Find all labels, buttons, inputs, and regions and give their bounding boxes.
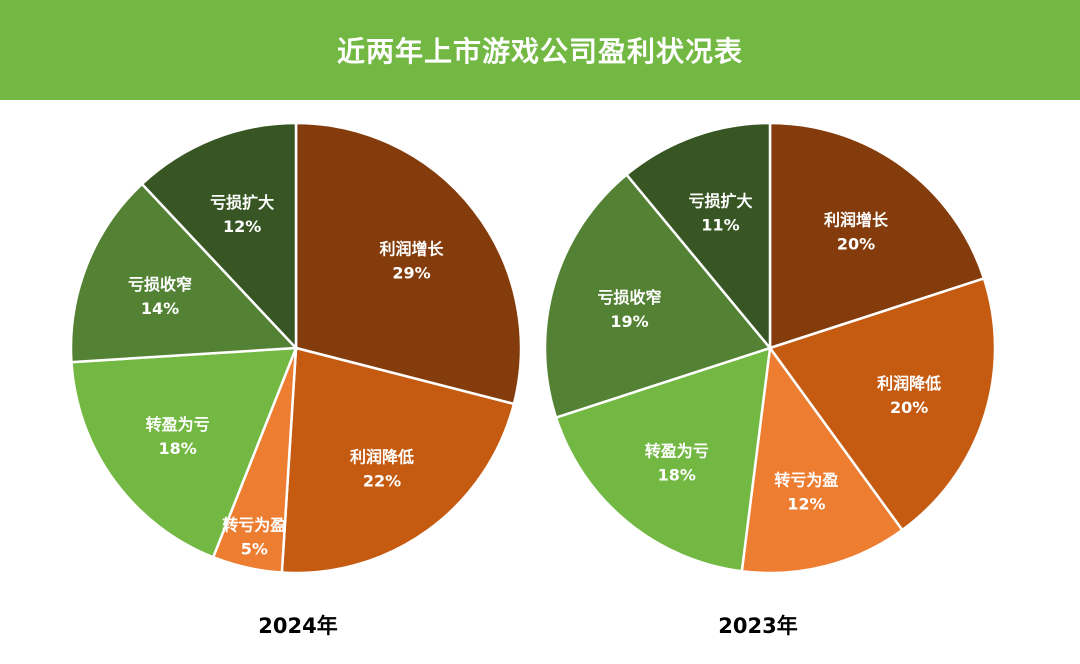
- slice-category-label: 亏损收窄: [598, 288, 662, 307]
- slice-category-label: 利润降低: [350, 447, 414, 466]
- slice-value-label: 20%: [890, 398, 928, 417]
- slice-category-label: 利润增长: [824, 211, 889, 230]
- pie-1: 利润增长 20% 利润降低 20% 转亏为盈 12% 转盈为亏 18% 亏损收窄 19% 亏损扩大 1…: [543, 121, 997, 575]
- pie-slice: [70, 346, 298, 559]
- slice-value-label: 12%: [223, 217, 261, 236]
- slice-value-label: 12%: [787, 495, 825, 514]
- slice-value-label: 11%: [701, 215, 739, 234]
- pie-slice: [140, 121, 298, 352]
- pie-slice: [624, 121, 772, 352]
- slice-value-label: 29%: [392, 263, 430, 282]
- pie-slice: [767, 276, 997, 532]
- pie-title-2024: 2024年: [258, 614, 338, 638]
- pie-slice: [69, 182, 299, 364]
- slice-category-label: 亏损扩大: [210, 193, 274, 212]
- slice-category-label: 亏损收窄: [128, 275, 192, 294]
- slice-value-label: 18%: [159, 439, 197, 458]
- slice-category-label: 利润增长: [380, 239, 445, 258]
- slice-category-label: 转盈为亏: [146, 415, 210, 434]
- pie-slice: [768, 121, 986, 350]
- slice-category-label: 转亏为盈: [222, 516, 286, 535]
- pie-slice: [280, 346, 516, 575]
- slice-value-label: 18%: [658, 466, 696, 485]
- pie-slice: [294, 121, 523, 406]
- slice-value-label: 19%: [610, 312, 648, 331]
- slice-category-label: 转盈为亏: [645, 442, 709, 461]
- pie-0: 利润增长 29% 利润降低 22% 转亏为盈 5% 转盈为亏 18% 亏损收窄 14% 亏损扩大 12…: [69, 121, 523, 575]
- pie-slice: [554, 346, 772, 573]
- slice-value-label: 14%: [141, 299, 179, 318]
- slice-value-label: 22%: [363, 471, 401, 490]
- slice-value-label: 20%: [837, 235, 875, 254]
- page-title: 近两年上市游戏公司盈利状况表: [336, 35, 743, 68]
- slice-category-label: 利润降低: [877, 374, 941, 393]
- slice-value-label: 5%: [241, 540, 268, 559]
- pie-slice: [740, 344, 904, 575]
- pie-title-2023: 2023年: [718, 614, 798, 638]
- header-banner: 近两年上市游戏公司盈利状况表: [0, 0, 1080, 100]
- pie-slice: [543, 172, 773, 420]
- slice-category-label: 亏损扩大: [688, 191, 752, 210]
- slice-category-label: 转亏为盈: [774, 471, 838, 490]
